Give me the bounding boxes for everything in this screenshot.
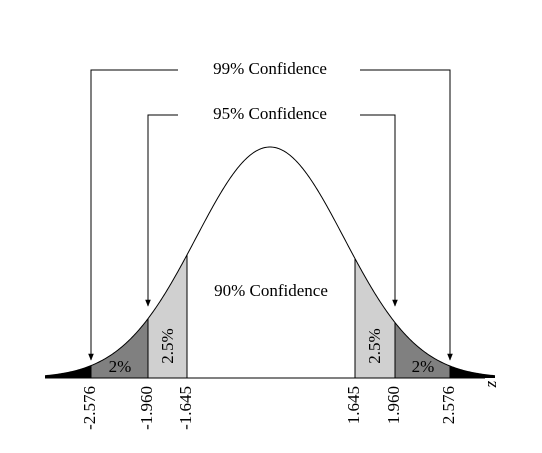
- curve: [44, 146, 496, 377]
- light-region: [355, 258, 395, 378]
- tick-label: -1.960: [137, 386, 156, 430]
- region-label: 2%: [109, 357, 132, 376]
- dark-region: [395, 322, 450, 378]
- tick-label: 1.960: [384, 386, 403, 424]
- tail-region: [45, 365, 91, 378]
- tick-label: 2.576: [439, 386, 458, 424]
- ci99-label: 99% Confidence: [213, 59, 327, 78]
- arrow-99-left: [88, 69, 178, 361]
- arrow-95-left: [145, 114, 178, 307]
- tick-label: -2.576: [80, 386, 99, 430]
- arrow-95-right: [360, 114, 398, 307]
- tail-region: [450, 366, 495, 378]
- light-region: [148, 254, 187, 378]
- tick-label: -1.645: [176, 386, 195, 430]
- region-label: 2.5%: [158, 328, 177, 363]
- region-label: 2.5%: [365, 328, 384, 363]
- ci90-label: 90% Confidence: [214, 281, 328, 300]
- tick-label: 1.645: [344, 386, 363, 424]
- ci95-label: 95% Confidence: [213, 104, 327, 123]
- region-label: 2%: [412, 357, 435, 376]
- dark-region: [91, 318, 148, 378]
- axis-label: z: [481, 380, 500, 388]
- arrow-99-right: [360, 69, 453, 361]
